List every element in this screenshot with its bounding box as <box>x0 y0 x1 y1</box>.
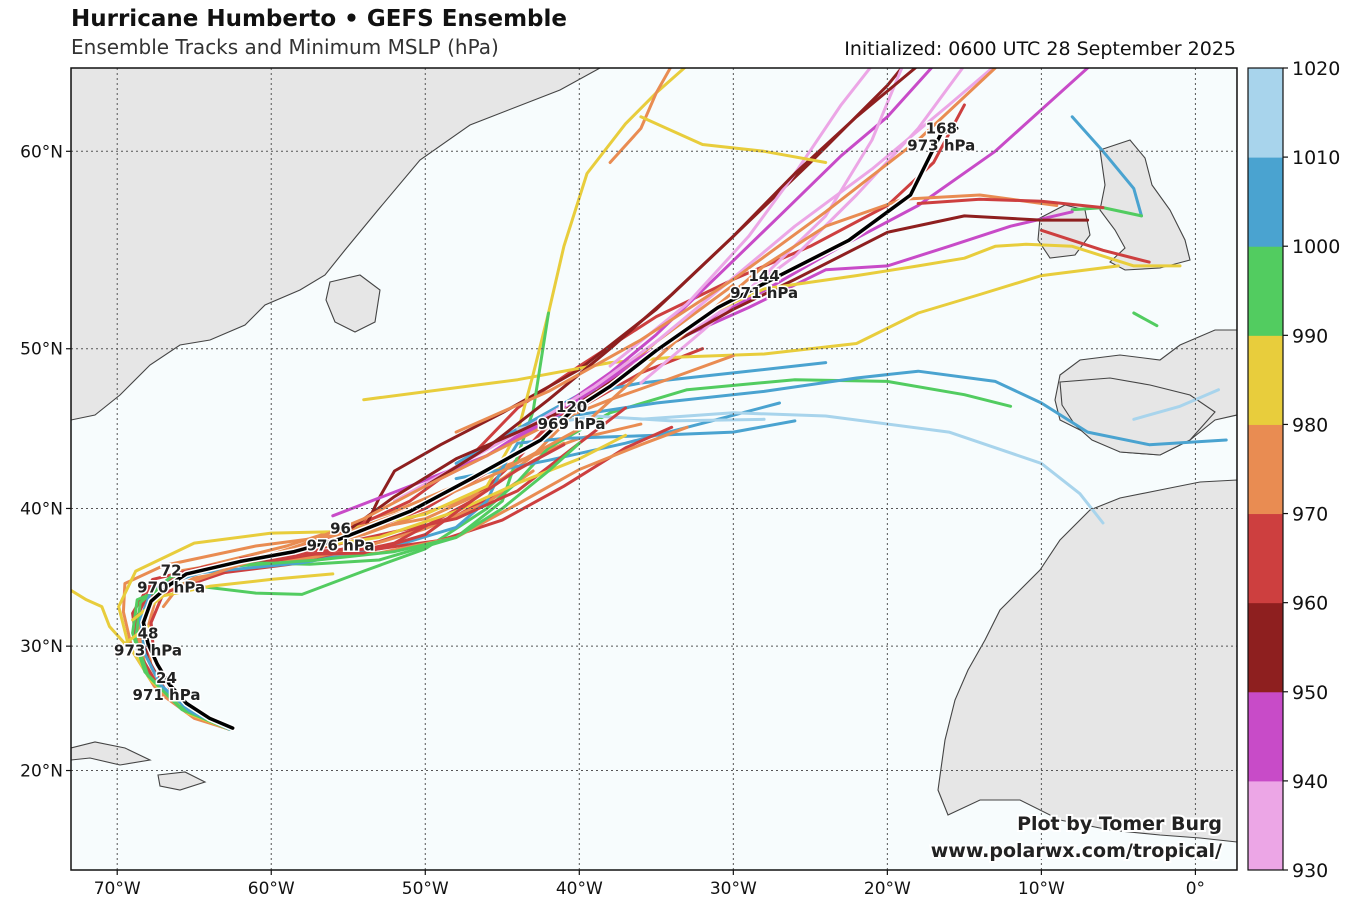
hispaniola-island <box>157 771 207 791</box>
lon-tick-label: 70°W <box>94 879 141 899</box>
lon-tick-label: 40°W <box>556 879 603 899</box>
lon-tick-label: 10°W <box>1018 879 1065 899</box>
map-subtitle: Ensemble Tracks and Minimum MSLP (hPa) <box>71 35 499 59</box>
colorbar-bin-940 <box>1248 691 1283 782</box>
colorbar-bin-970 <box>1248 424 1283 515</box>
colorbar-bin-930 <box>1248 780 1283 871</box>
forecast-pressure-label: 976 hPa <box>307 536 375 554</box>
ensemble-track-32 <box>346 214 1090 532</box>
forecast-pressure-label: 971 hPa <box>730 284 798 302</box>
ensemble-tracks-layer <box>71 68 1228 731</box>
ensemble-track-31 <box>423 68 918 488</box>
lon-tick-label: 20°W <box>864 879 911 899</box>
colorbar-bin-1000 <box>1248 157 1283 247</box>
forecast-pressure-label: 971 hPa <box>133 686 201 704</box>
lon-tick-label: 60°W <box>248 879 295 899</box>
lat-tick-label: 20°N <box>20 762 63 782</box>
land-layer <box>71 68 1237 870</box>
colorbar-bin-960 <box>1248 513 1283 604</box>
colorbar-tick-label: 1010 <box>1292 147 1340 169</box>
ensemble-track-36 <box>639 115 828 164</box>
lon-tick-label: 0° <box>1186 879 1205 899</box>
initialized-time: Initialized: 0600 UTC 28 September 2025 <box>844 38 1236 60</box>
ensemble-track-46 <box>161 354 735 609</box>
forecast-hour-label: 24 <box>156 669 177 687</box>
forecast-pressure-label: 969 hPa <box>538 415 606 433</box>
cuba-island <box>71 741 152 766</box>
credit-url: www.polarwx.com/tropical/ <box>931 840 1222 862</box>
colorbar-tick-label: 940 <box>1292 771 1328 793</box>
colorbar-bin-980 <box>1248 335 1283 425</box>
forecast-hour-label: 120 <box>556 398 587 416</box>
forecast-hour-label: 72 <box>161 561 182 579</box>
forecast-hour-label: 48 <box>138 624 159 642</box>
colorbar-tick-label: 1020 <box>1292 58 1340 80</box>
grid-layer <box>71 68 1237 870</box>
colorbar-tick-label: 980 <box>1292 414 1328 436</box>
ensemble-track-37 <box>701 242 1182 319</box>
pressure-colorbar: 930 940 950 960 970 980 990 1000 1010 1020 <box>1247 58 1340 882</box>
africa-landmass <box>937 479 1237 843</box>
lon-tick-label: 50°W <box>402 879 449 899</box>
lat-tick-label: 60°N <box>20 142 63 162</box>
ensemble-track-18 <box>639 411 1105 525</box>
ensemble-track-35 <box>608 68 673 164</box>
colorbar-tick-label: 1000 <box>1292 236 1340 258</box>
forecast-hour-label: 144 <box>748 267 779 285</box>
ensemble-track-23 <box>1132 311 1159 328</box>
newfoundland-island <box>325 274 381 333</box>
great-britain-island <box>1099 139 1191 271</box>
lat-tick-label: 40°N <box>20 499 63 519</box>
colorbar-frame <box>1247 67 1284 871</box>
ensemble-track-25 <box>485 210 1074 458</box>
ensemble-track-20 <box>1132 388 1220 421</box>
colorbar-tick-label: 960 <box>1292 593 1328 615</box>
ensemble-track-21 <box>1070 115 1143 218</box>
forecast-hour-label: 96 <box>330 519 351 537</box>
latitude-axis: 20°N 30°N 40°N 50°N 60°N <box>20 142 71 782</box>
ensemble-track-47 <box>71 588 150 646</box>
forecast-pressure-label: 970 hPa <box>137 578 205 596</box>
longitude-axis: 70°W 60°W 50°W 40°W 30°W 20°W 10°W 0° <box>94 870 1205 899</box>
ensemble-track-17 <box>547 369 1228 447</box>
colorbar-tick-label: 950 <box>1292 682 1328 704</box>
credit-block: Plot by Tomer Burg www.polarwx.com/tropi… <box>929 811 1224 864</box>
ensemble-track-38 <box>916 197 1105 210</box>
plot-frame <box>70 67 1238 871</box>
forecast-pressure-label: 973 hPa <box>907 137 975 155</box>
colorbar-tick-label: 970 <box>1292 504 1328 526</box>
lon-tick-label: 30°W <box>710 879 757 899</box>
forecast-hour-label: 168 <box>926 120 957 138</box>
colorbar-tick-label: 990 <box>1292 325 1328 347</box>
europe-landmass <box>1054 68 1237 870</box>
map-title: Hurricane Humberto • GEFS Ensemble <box>71 6 567 32</box>
credit-author: Plot by Tomer Burg <box>1017 813 1222 835</box>
mean-track-layer <box>140 125 960 732</box>
forecast-pressure-label: 973 hPa <box>114 641 182 659</box>
lat-tick-label: 50°N <box>20 340 63 360</box>
colorbar-bin-950 <box>1248 602 1283 693</box>
north-america-landmass <box>71 68 601 421</box>
ensemble-track-30 <box>608 68 872 368</box>
ensemble-track-11 <box>362 264 1120 402</box>
mean-track-line <box>141 126 959 730</box>
lat-tick-label: 30°N <box>20 637 63 657</box>
colorbar-bin-1010 <box>1248 68 1283 158</box>
colorbar-tick-label: 930 <box>1292 860 1328 882</box>
ensemble-track-44 <box>238 441 581 568</box>
ensemble-track-39 <box>1039 228 1151 264</box>
colorbar-bin-990 <box>1248 246 1283 336</box>
